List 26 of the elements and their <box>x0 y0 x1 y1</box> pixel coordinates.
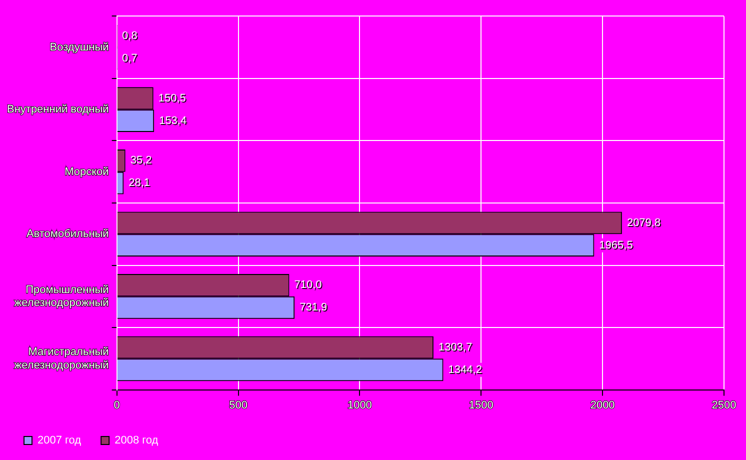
y-tick-label: Морской <box>64 166 109 178</box>
x-tick-label: 2500 <box>712 399 736 412</box>
data-label: 153,4 <box>159 114 187 127</box>
data-label: 35,2 <box>130 154 152 167</box>
y-tick-label: Магистральный железнодорожный <box>14 346 109 372</box>
x-tick-label: 500 <box>229 399 248 412</box>
x-tick-label: 2000 <box>590 399 615 412</box>
data-label: 1965,5 <box>599 239 633 252</box>
data-label: 28,1 <box>128 177 150 190</box>
y-tick-label: Внутренний водный <box>6 104 109 116</box>
data-label: 1344,2 <box>448 364 482 376</box>
legend-label: 2007 год <box>38 434 82 447</box>
data-label: 2079,8 <box>626 216 661 229</box>
x-tick-label: 1000 <box>347 399 372 412</box>
y-tick-label: Промышленный железнодорожный <box>14 284 109 310</box>
data-label: 150,5 <box>158 92 186 104</box>
y-tick-label: Автомобильный <box>26 228 109 240</box>
x-tick-label: 0 <box>114 399 120 412</box>
data-label: 1303,7 <box>438 341 472 354</box>
data-label: 731,9 <box>300 302 328 314</box>
legend-label: 2008 год <box>114 434 159 447</box>
data-label: 0,8 <box>122 30 138 42</box>
x-tick-label: 1500 <box>468 399 494 412</box>
y-tick-label: Воздушный <box>50 41 109 54</box>
data-label: 0,7 <box>122 52 138 65</box>
data-label: 710,0 <box>294 279 322 292</box>
